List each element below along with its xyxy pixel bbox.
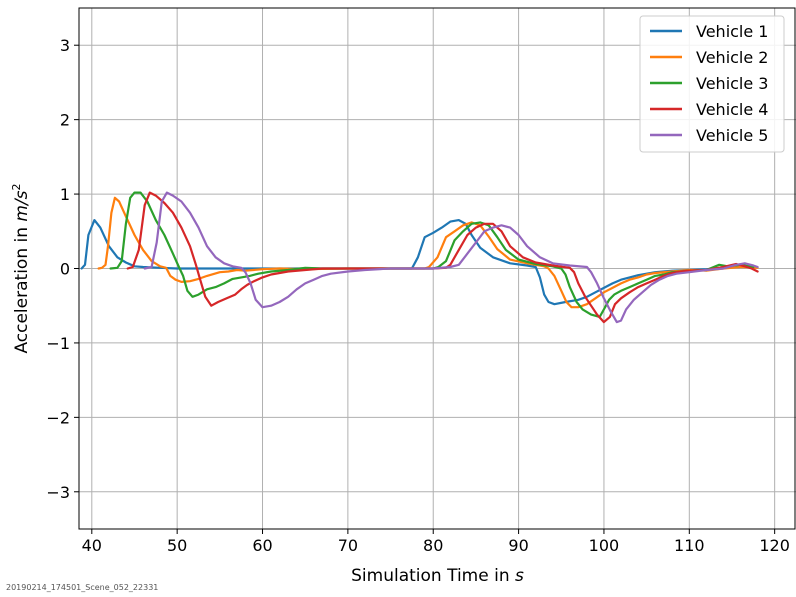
- x-tick-label: 50: [167, 536, 187, 555]
- legend-label: Vehicle 4: [696, 100, 768, 119]
- axis-ticks: 40 50 60 70 80 90 100 110 120 −3 −2 −1 0 1 2 3: [46, 36, 790, 555]
- series-lines: [80, 191, 759, 324]
- legend: Vehicle 1 Vehicle 2 Vehicle 3 Vehicle 4 Vehi…: [639, 15, 785, 153]
- x-tick-label: 80: [423, 536, 443, 555]
- legend-label: Vehicle 1: [696, 22, 768, 41]
- y-tick-label: 2: [60, 111, 70, 130]
- legend-box: [639, 15, 785, 153]
- x-axis-label-unit: s: [515, 566, 524, 586]
- x-axis-label: Simulation Time in s: [351, 566, 524, 586]
- legend-label: Vehicle 2: [696, 48, 768, 67]
- y-tick-label: −3: [46, 483, 70, 502]
- x-tick-label: 90: [508, 536, 528, 555]
- x-tick-label: 120: [759, 536, 790, 555]
- y-tick-label: 0: [60, 260, 70, 279]
- series-line-vehicle-5: [143, 191, 759, 324]
- x-tick-label: 110: [674, 536, 705, 555]
- footer-caption: 20190214_174501_Scene_052_22331: [6, 583, 159, 592]
- y-axis-label-text: Acceleration in: [12, 222, 32, 354]
- y-tick-label: 1: [60, 185, 70, 204]
- x-tick-label: 100: [589, 536, 620, 555]
- series-line-vehicle-4: [126, 191, 759, 324]
- y-tick-label: −1: [46, 334, 70, 353]
- legend-label: Vehicle 3: [696, 74, 768, 93]
- y-tick-label: 3: [60, 36, 70, 55]
- x-tick-label: 60: [252, 536, 272, 555]
- x-tick-label: 70: [338, 536, 358, 555]
- y-axis-label-exponent: 2: [10, 183, 23, 190]
- legend-label: Vehicle 5: [696, 126, 768, 145]
- x-axis-label-text: Simulation Time in: [351, 566, 515, 586]
- x-tick-label: 40: [82, 536, 102, 555]
- y-tick-label: −2: [46, 408, 70, 427]
- y-axis-label-unit: m/s: [12, 190, 32, 221]
- series-line-vehicle-3: [109, 191, 755, 318]
- y-axis-label: Acceleration in m/s2: [10, 183, 32, 353]
